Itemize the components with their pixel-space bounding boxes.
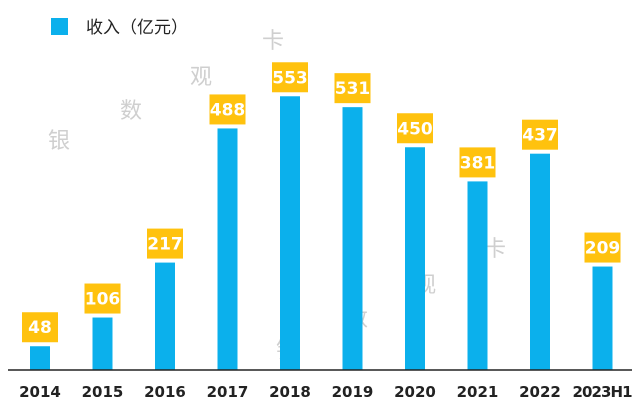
value-label-2019: 531 <box>335 79 371 99</box>
bar-2017 <box>217 128 238 370</box>
bar-2016 <box>155 262 175 370</box>
x-tick-label-2023H1: 2023H1 <box>573 383 633 401</box>
value-label-box-2021 <box>459 147 496 178</box>
watermark-char: 银 <box>48 129 70 154</box>
bar-2019 <box>342 107 363 370</box>
bar-2023H1 <box>592 266 613 370</box>
value-label-box-2014 <box>22 312 58 343</box>
value-label-box-2015 <box>84 283 121 314</box>
watermark-char: 卡 <box>484 237 506 262</box>
watermark-char: 观 <box>190 65 212 90</box>
value-labels: 48 106 217 488 553 531 450 381 437 209 <box>22 62 621 343</box>
value-label-box-2019 <box>334 73 371 104</box>
value-label-2020: 450 <box>397 119 433 139</box>
x-tick-label-2016: 2016 <box>144 383 186 401</box>
x-tick-label-2014: 2014 <box>19 383 61 401</box>
value-label-box-2018 <box>272 62 308 93</box>
value-label-2022: 437 <box>522 126 558 146</box>
x-tick-label-2021: 2021 <box>457 383 499 401</box>
x-tick-label-2017: 2017 <box>207 383 249 401</box>
bar-2018 <box>280 96 300 370</box>
bar-2022 <box>530 153 550 370</box>
x-tick-label-2020: 2020 <box>394 383 436 401</box>
watermark-char: 数 <box>120 99 142 124</box>
legend-swatch <box>51 18 68 35</box>
value-label-2023H1: 209 <box>585 239 621 259</box>
bar-2020 <box>405 147 425 370</box>
value-label-2017: 488 <box>210 100 246 120</box>
value-label-2021: 381 <box>460 153 496 173</box>
bar-2021 <box>467 181 488 370</box>
value-label-2018: 553 <box>272 68 308 88</box>
value-label-2015: 106 <box>85 290 121 310</box>
value-label-box-2023H1 <box>584 232 621 263</box>
x-tick-label-2022: 2022 <box>519 383 561 401</box>
value-label-box-2020 <box>397 113 433 144</box>
x-tick-label-2018: 2018 <box>269 383 311 401</box>
value-label-box-2022 <box>522 119 558 150</box>
value-label-box-2016 <box>147 228 183 259</box>
bar-2015 <box>92 317 113 370</box>
legend-label: 收入（亿元） <box>86 18 188 38</box>
x-tick-label-2019: 2019 <box>332 383 374 401</box>
value-label-2014: 48 <box>28 318 52 338</box>
watermark-char: 卡 <box>262 29 284 54</box>
bar-2014 <box>30 346 50 370</box>
x-axis-ticks: 2014 2015 2016 2017 2018 2019 2020 2021 2022 2023… <box>19 383 632 401</box>
x-tick-label-2015: 2015 <box>82 383 124 401</box>
bars <box>30 96 613 370</box>
value-label-box-2017 <box>209 94 246 125</box>
legend: 收入（亿元） <box>51 18 188 38</box>
value-label-2016: 217 <box>147 235 183 255</box>
